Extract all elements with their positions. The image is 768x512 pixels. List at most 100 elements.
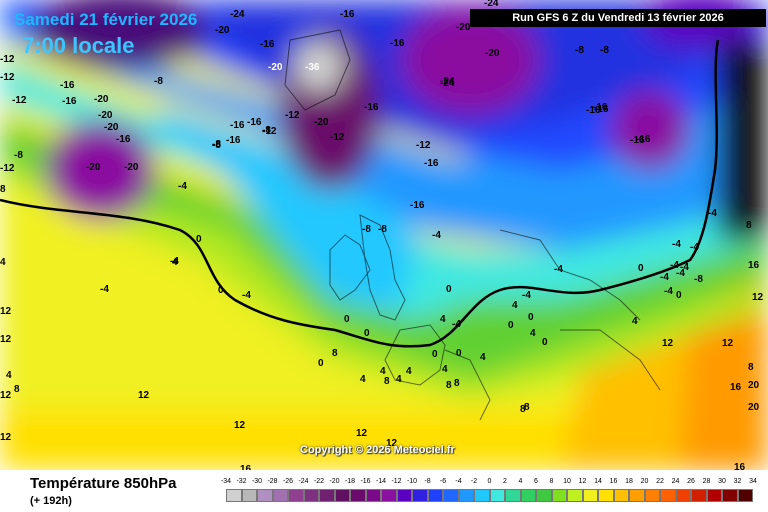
legend-swatch: [257, 489, 273, 502]
zero-isotherm: [0, 39, 720, 348]
temp-label: -8: [362, 224, 371, 235]
temp-label: 12: [0, 334, 12, 345]
temp-label: -4: [178, 181, 187, 192]
legend-swatch: [303, 489, 319, 502]
legend-swatch: [350, 489, 366, 502]
temp-label: 0: [318, 358, 324, 369]
legend-swatch: [598, 489, 614, 502]
legend-tick: 32: [733, 478, 742, 485]
temperature-labels: -24 -20 -16 -16 -24 -20 -12 -16 -20 -12 …: [0, 0, 764, 470]
legend-tick: 10: [563, 478, 571, 485]
temp-label: -16: [364, 102, 379, 113]
lead-time: (+ 192h): [30, 495, 72, 507]
temp-label: -12: [12, 95, 27, 106]
legend-swatch: [613, 489, 629, 502]
temp-label: 4: [6, 370, 12, 381]
legend-tick: 18: [625, 478, 633, 485]
legend-swatch: [505, 489, 521, 502]
temp-label: -4: [170, 256, 179, 267]
temp-label: 0: [218, 285, 224, 296]
legend-tick: 28: [702, 478, 711, 485]
temp-label: 8: [332, 348, 338, 359]
forecast-time: 7:00 locale: [22, 33, 135, 58]
temp-label: -8: [600, 45, 609, 56]
legend-tick: -32: [236, 478, 247, 485]
legend-swatch: [272, 489, 288, 502]
temp-label: -16: [62, 96, 77, 107]
temp-label: -24: [440, 76, 455, 87]
temp-label: 12: [752, 292, 764, 303]
temp-label: 16: [734, 462, 746, 470]
legend-tick: -4: [455, 478, 462, 485]
temp-label: -8: [378, 224, 387, 235]
temp-label: 4: [512, 300, 518, 311]
legend-swatch: [520, 489, 536, 502]
legend-tick: -24: [298, 478, 309, 485]
legend-swatch: [536, 489, 552, 502]
legend-swatch: [412, 489, 428, 502]
legend-swatch: [365, 489, 381, 502]
legend-tick: 16: [609, 478, 618, 485]
temp-label: -16: [630, 135, 645, 146]
temp-label: 8: [446, 380, 452, 391]
temp-label: -8: [212, 140, 221, 151]
temp-label: -8: [262, 125, 271, 136]
legend-tick: -2: [470, 478, 478, 485]
temp-label: 0: [432, 349, 438, 360]
temp-label: -20: [86, 162, 101, 173]
temp-label: 4: [396, 374, 402, 385]
temp-label: -16: [340, 9, 355, 20]
legend-swatch: [474, 489, 490, 502]
temp-label: -20: [268, 62, 283, 73]
temp-label: -4: [100, 284, 109, 295]
legend-tick: -26: [282, 478, 294, 485]
legend-swatch: [458, 489, 474, 502]
temp-label: -12: [0, 163, 15, 174]
temp-label: 12: [722, 338, 734, 349]
temp-label: -4: [670, 260, 679, 271]
legend-tick: -10: [406, 478, 418, 485]
legend-swatch: [396, 489, 412, 502]
temp-label: -12: [330, 132, 345, 143]
temp-label: -8: [212, 139, 221, 150]
temp-label: 12: [356, 428, 368, 439]
legend-tick: 4: [518, 478, 523, 485]
cold-core-label: -36: [305, 62, 320, 73]
temp-label: -4: [690, 242, 699, 253]
temp-label: 4: [632, 316, 638, 327]
temp-label: -20: [94, 94, 109, 105]
legend-tick: -6: [439, 478, 447, 485]
temp-label: -16: [390, 38, 405, 49]
color-legend: -34 -32 -30 -28 -26 -24 -22 -20 -18 -16 -14 -12 -10-…: [221, 476, 757, 510]
legend-swatch: [319, 489, 335, 502]
temp-label: 0: [446, 284, 452, 295]
temp-label: -24: [230, 9, 245, 20]
legend-swatch: [226, 489, 242, 502]
temp-label: -20: [215, 25, 230, 36]
legend-tick: 14: [594, 478, 602, 485]
model-run-banner: Run GFS 6 Z du Vendredi 13 février 2026: [470, 9, 766, 27]
temp-label: 8: [384, 376, 390, 387]
temp-label: -20: [485, 48, 500, 59]
temp-label: 8: [454, 378, 460, 389]
temp-label: 0: [196, 234, 202, 245]
temp-label: -12: [285, 110, 300, 121]
temp-label: 12: [0, 390, 12, 401]
temp-label: -12: [0, 54, 15, 65]
temp-label: 4: [406, 366, 412, 377]
temp-label: -20: [98, 110, 113, 121]
temp-label: 4: [0, 257, 6, 268]
legend-tick: -16: [360, 478, 371, 485]
temp-label: 4: [442, 364, 448, 375]
legend-tick: 20: [640, 478, 649, 485]
temp-label: 4: [530, 328, 536, 339]
legend-tick: 34: [749, 478, 757, 485]
legend-swatch: [582, 489, 598, 502]
temp-label: -4: [672, 239, 681, 250]
temp-label: 8: [524, 402, 530, 413]
temp-label: -4: [664, 286, 673, 297]
temp-label: -20: [456, 22, 471, 33]
legend-swatch: [629, 489, 645, 502]
temp-label: -24: [484, 0, 499, 9]
temp-label: -16: [424, 158, 439, 169]
